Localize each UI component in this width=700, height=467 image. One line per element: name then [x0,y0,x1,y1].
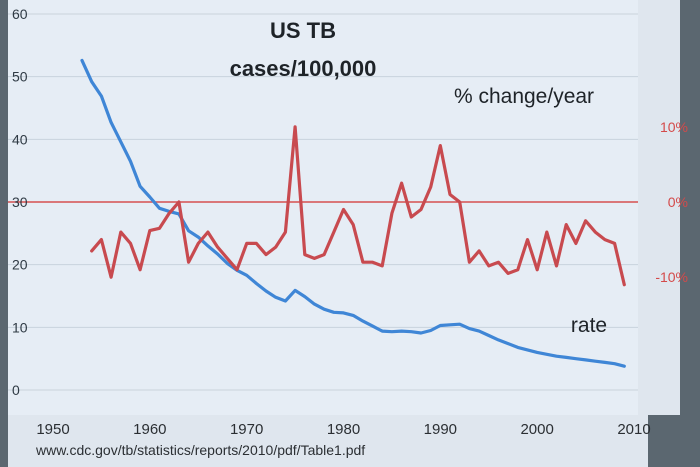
left-tick-label: 30 [12,194,28,210]
source-text: www.cdc.gov/tb/statistics/reports/2010/p… [35,442,365,458]
left-tick-label: 40 [12,131,28,147]
right-axis-ticks: 10% 0% -10% [655,119,688,285]
chart-title-line-2: cases/100,000 [230,56,377,81]
x-tick-label: 1990 [424,421,457,438]
right-margin [638,0,680,415]
left-tick-label: 50 [12,69,28,85]
right-tick-label: 10% [660,119,688,135]
x-axis-ticks: 1950 1960 1970 1980 1990 2000 2010 [36,421,650,438]
left-tick-label: 0 [12,382,20,398]
right-axis-title: % change/year [454,85,594,108]
x-tick-label: 1970 [230,421,263,438]
rate-series-label: rate [571,314,607,337]
pct-change-series-line [90,125,626,287]
x-tick-label: 1950 [36,421,69,438]
left-tick-label: 20 [12,257,28,273]
left-tick-label: 10 [12,319,28,335]
x-tick-label: 2000 [520,421,553,438]
chart-title-line-1: US TB [270,18,336,43]
right-tick-label: 0% [668,194,688,210]
bottom-strip [8,415,648,467]
series-lines [80,58,626,368]
grid-lines [8,13,638,391]
plot-background [8,0,638,415]
rate-series-line [80,58,626,368]
x-tick-label: 1980 [327,421,360,438]
left-axis-ticks: 0 10 20 30 40 50 60 [12,6,28,398]
right-tick-label: -10% [655,269,688,285]
x-tick-label: 2010 [617,421,650,438]
x-tick-label: 1960 [133,421,166,438]
left-tick-label: 60 [12,6,28,22]
